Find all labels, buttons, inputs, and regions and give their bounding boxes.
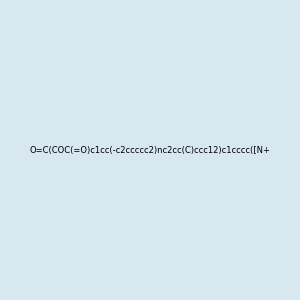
Text: O=C(COC(=O)c1cc(-c2ccccc2)nc2cc(C)ccc12)c1cccc([N+: O=C(COC(=O)c1cc(-c2ccccc2)nc2cc(C)ccc12)… — [30, 146, 270, 154]
